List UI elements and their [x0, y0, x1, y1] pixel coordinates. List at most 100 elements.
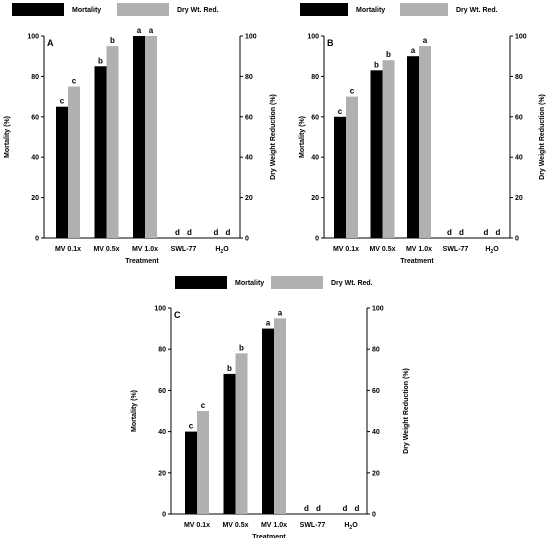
chart-panel-b: Mortality Dry Wt. Red. 0 0 20 20 40 40 60 60 80 80 1… — [299, 3, 546, 265]
bar-dry-wt-red — [346, 96, 358, 238]
y-tick-label-left: 40 — [158, 429, 166, 436]
x-axis-title: Treatment — [400, 258, 434, 265]
y-axis-title-left: Mortality (%) — [131, 390, 138, 432]
y-tick-label-right: 100 — [515, 34, 527, 41]
legend-label-0: Mortality — [235, 280, 264, 287]
significance-letter: c — [201, 401, 206, 410]
x-tick-label: MV 0.1x — [55, 246, 81, 253]
significance-letter: d — [459, 228, 464, 237]
y-tick-label-left: 100 — [154, 306, 166, 313]
x-axis-title: Treatment — [252, 534, 286, 538]
legend-swatch-1 — [271, 276, 323, 289]
bar-dry-wt-red — [106, 46, 119, 238]
bar-mortality — [133, 36, 145, 238]
legend-label-0: Mortality — [72, 7, 101, 14]
y-tick-label-right: 0 — [515, 236, 519, 243]
legend-label-1: Dry Wt. Red. — [331, 280, 373, 287]
y-axis-title-right: Dry Weight Reduction (%) — [539, 94, 546, 180]
significance-letter: d — [484, 228, 489, 237]
significance-letter: b — [98, 56, 103, 65]
y-tick-label-right: 20 — [515, 195, 523, 202]
y-axis-title-left: Mortality (%) — [4, 116, 11, 158]
significance-letter: d — [175, 228, 180, 237]
y-tick-label-right: 80 — [372, 347, 380, 354]
y-axis-title-right: Dry Weight Reduction (%) — [403, 368, 410, 454]
bar-dry-wt-red — [382, 60, 395, 238]
significance-letter: a — [137, 26, 142, 35]
significance-letter: a — [411, 46, 416, 55]
significance-letter: a — [278, 308, 283, 317]
y-tick-label-right: 60 — [372, 388, 380, 395]
x-tick-label: SWL-77 — [300, 522, 326, 529]
panel-label: A — [47, 38, 54, 48]
significance-letter: d — [447, 228, 452, 237]
y-tick-label-right: 40 — [245, 155, 253, 162]
significance-letter: a — [149, 26, 154, 35]
y-tick-label-right: 0 — [372, 512, 376, 519]
bar-mortality — [407, 56, 419, 239]
significance-letter: a — [423, 36, 428, 45]
y-tick-label-left: 60 — [31, 114, 39, 121]
legend-swatch-1 — [400, 3, 448, 16]
x-tick-label: SWL-77 — [171, 246, 197, 253]
significance-letter: a — [266, 319, 271, 328]
significance-letter: d — [226, 228, 231, 237]
y-tick-label-left: 0 — [315, 236, 319, 243]
significance-letter: b — [110, 36, 115, 45]
significance-letter: d — [187, 228, 192, 237]
y-tick-label-right: 60 — [245, 114, 253, 121]
y-tick-label-right: 0 — [245, 236, 249, 243]
y-tick-label-right: 40 — [515, 155, 523, 162]
x-tick-label: MV 1.0x — [132, 246, 158, 253]
y-tick-label-right: 100 — [372, 306, 384, 313]
significance-letter: b — [374, 60, 379, 69]
y-tick-label-right: 60 — [515, 114, 523, 121]
x-tick-label: MV 0.5x — [222, 522, 248, 529]
y-tick-label-right: 80 — [245, 74, 253, 81]
chart-panel-c: Mortality Dry Wt. Red. 0 0 20 20 40 40 60 60 80 80 1… — [131, 276, 410, 538]
bar-mortality — [223, 373, 236, 514]
y-tick-label-left: 100 — [27, 34, 39, 41]
y-axis-title-left: Mortality (%) — [299, 116, 306, 158]
y-tick-label-left: 80 — [158, 347, 166, 354]
significance-letter: c — [189, 422, 194, 431]
x-tick-label: MV 0.1x — [333, 246, 359, 253]
x-tick-label: MV 1.0x — [261, 522, 287, 529]
y-tick-label-left: 20 — [31, 195, 39, 202]
significance-letter: c — [338, 107, 343, 116]
significance-letter: d — [316, 504, 321, 513]
x-axis-title: Treatment — [125, 258, 159, 265]
y-tick-label-left: 0 — [162, 512, 166, 519]
legend-label-0: Mortality — [356, 7, 385, 14]
significance-letter: b — [239, 343, 244, 352]
y-tick-label-right: 100 — [245, 34, 257, 41]
y-tick-label-right: 20 — [372, 470, 380, 477]
significance-letter: d — [214, 228, 219, 237]
y-tick-label-left: 80 — [311, 74, 319, 81]
bar-mortality — [185, 431, 197, 514]
y-tick-label-left: 20 — [311, 195, 319, 202]
significance-letter: b — [227, 364, 232, 373]
y-tick-label-right: 40 — [372, 429, 380, 436]
y-tick-label-left: 40 — [311, 155, 319, 162]
significance-letter: d — [343, 504, 348, 513]
significance-letter: c — [72, 77, 77, 86]
y-tick-label-left: 80 — [31, 74, 39, 81]
significance-letter: d — [304, 504, 309, 513]
x-tick-label: H2O — [215, 246, 229, 255]
y-tick-label-left: 60 — [311, 114, 319, 121]
x-tick-label: MV 0.5x — [369, 246, 395, 253]
significance-letter: c — [60, 97, 65, 106]
legend-swatch-0 — [300, 3, 348, 16]
x-tick-label: MV 1.0x — [406, 246, 432, 253]
bar-dry-wt-red — [274, 318, 286, 514]
legend-label-1: Dry Wt. Red. — [456, 7, 498, 14]
x-tick-label: H2O — [485, 246, 499, 255]
panel-label: B — [327, 38, 334, 48]
bar-mortality — [262, 328, 274, 514]
y-tick-label-left: 20 — [158, 470, 166, 477]
x-tick-label: H2O — [344, 522, 358, 531]
bar-mortality — [334, 116, 346, 238]
x-tick-label: MV 0.1x — [184, 522, 210, 529]
bar-dry-wt-red — [235, 353, 248, 514]
